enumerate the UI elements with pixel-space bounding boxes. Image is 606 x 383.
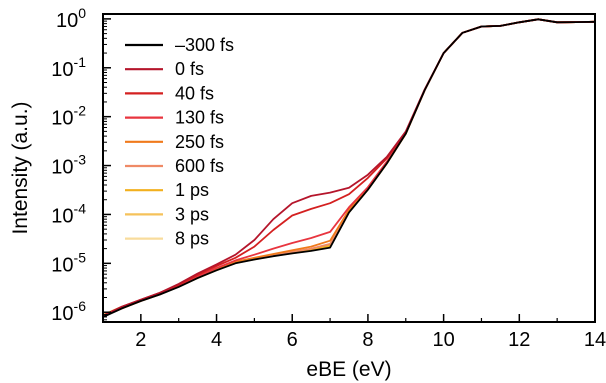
legend: –300 fs 0 fs 40 fs 130 fs 250 fs 600 fs 1 ps 3 … bbox=[125, 35, 234, 249]
legend-label-1: 0 fs bbox=[175, 59, 204, 79]
x-tick-label-2: 6 bbox=[287, 329, 298, 351]
x-axis-label: eBE (eV) bbox=[306, 358, 391, 381]
legend-label-8: 8 ps bbox=[175, 229, 209, 249]
y-tick-label-0: 100 bbox=[56, 5, 86, 32]
y-axis-label: Intensity (a.u.) bbox=[9, 101, 32, 234]
y-tick-label-5: 10-5 bbox=[51, 249, 86, 276]
x-tick-label-1: 4 bbox=[211, 329, 222, 351]
legend-label-6: 1 ps bbox=[175, 180, 209, 200]
legend-label-0: –300 fs bbox=[175, 35, 234, 55]
x-tick-label-3: 8 bbox=[362, 329, 373, 351]
legend-label-5: 600 fs bbox=[175, 156, 224, 176]
series-layer bbox=[102, 18, 596, 318]
y-tick-label-3: 10-3 bbox=[51, 152, 86, 179]
y-tick-label-4: 10-4 bbox=[51, 200, 86, 227]
x-tick-label-4: 10 bbox=[432, 329, 454, 351]
y-tick-label-2: 10-2 bbox=[51, 103, 86, 130]
legend-label-3: 130 fs bbox=[175, 108, 224, 128]
y-tick-label-1: 10-1 bbox=[51, 54, 86, 81]
legend-label-4: 250 fs bbox=[175, 132, 224, 152]
x-tick-label-0: 2 bbox=[135, 329, 146, 351]
x-tick-label-6: 14 bbox=[584, 329, 606, 351]
legend-label-2: 40 fs bbox=[175, 83, 214, 103]
y-tick-label-6: 10-6 bbox=[51, 298, 86, 325]
x-tick-label-5: 12 bbox=[508, 329, 530, 351]
series-line-0 bbox=[102, 18, 596, 318]
ticks-layer: 2 4 6 8 10 12 14 100 10-1 10-2 10-3 10-4 10-5 10-6 bbox=[51, 5, 606, 351]
legend-label-7: 3 ps bbox=[175, 204, 209, 224]
